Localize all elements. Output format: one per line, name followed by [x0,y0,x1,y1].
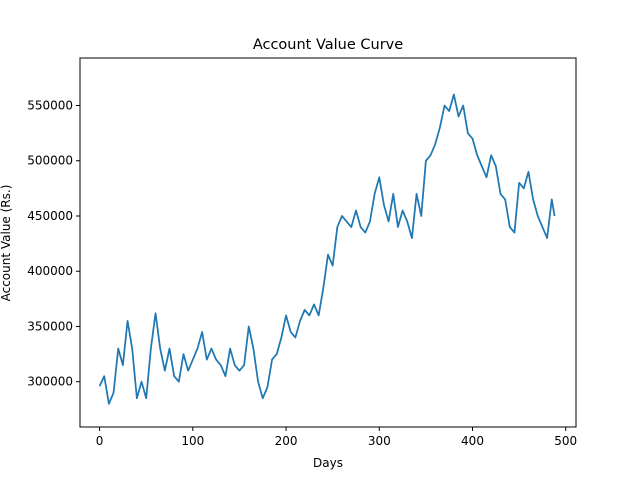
x-tick-label: 200 [275,434,298,448]
x-tick-label: 400 [461,434,484,448]
plot-frame [79,57,577,428]
x-axis-ticks: 0 100 200 300 400 500 [96,427,577,448]
y-tick-label: 550000 [27,99,73,113]
series-line-0 [98,93,556,405]
y-tick-label: 300000 [27,375,73,389]
y-tick-label: 500000 [27,154,73,168]
y-tick-label: 400000 [27,264,73,278]
x-tick-label: 300 [368,434,391,448]
y-tick-label: 350000 [27,319,73,333]
y-axis-ticks: 300000 350000 400000 450000 500000 550000 [27,99,80,389]
series-layer [98,93,556,405]
x-tick-label: 500 [554,434,577,448]
x-tick-label: 100 [181,434,204,448]
x-axis-label: Days [313,456,343,470]
x-tick-label: 0 [96,434,104,448]
chart-title: Account Value Curve [253,37,403,53]
plot-area: 0 100 200 300 400 500 300000 350000 400000 45000… [27,57,577,448]
y-axis-label: Account Value (Rs.) [0,185,13,302]
y-tick-label: 450000 [27,209,73,223]
